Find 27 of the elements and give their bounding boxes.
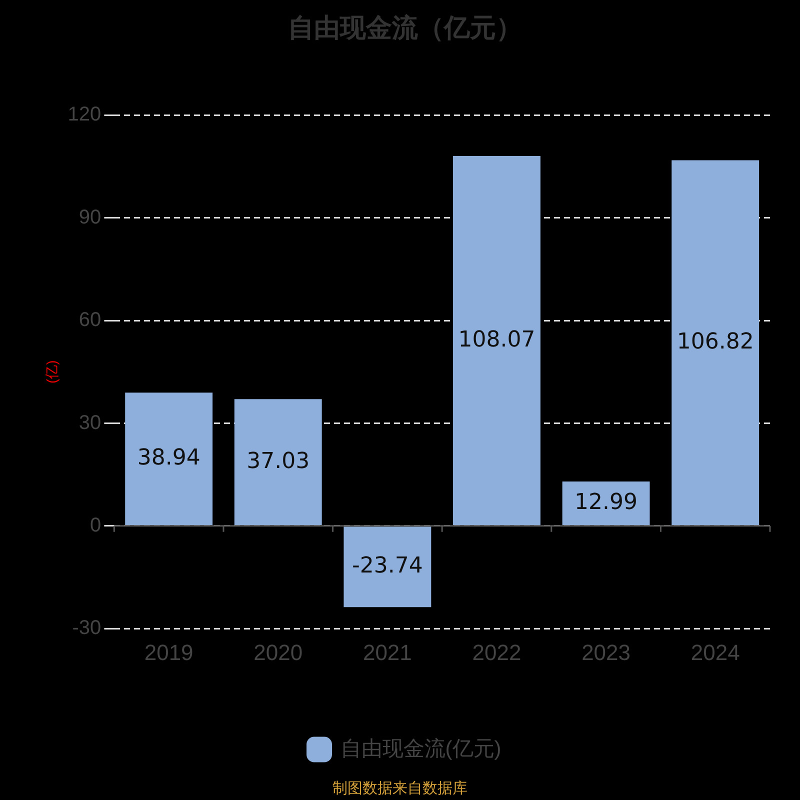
data-label: 108.07 [458, 327, 536, 352]
legend-label: 自由现金流(亿元) [340, 737, 502, 760]
y-tick-label: 0 [90, 514, 102, 536]
y-tick-label: -30 [72, 617, 102, 640]
x-tick-label: 2019 [144, 640, 194, 665]
text: 制图数据来自数据库 [332, 779, 468, 798]
bar [344, 526, 432, 608]
data-label: 106.82 [676, 329, 754, 354]
y-axis-title: (亿) [43, 360, 60, 384]
x-tick-label: 2020 [254, 640, 303, 665]
x-tick-label: 2024 [690, 640, 740, 665]
x-tick-label: 2021 [362, 640, 412, 665]
bar [672, 160, 760, 526]
data-label: -23.74 [352, 554, 423, 579]
data-label: 38.94 [137, 446, 200, 471]
y-tick-label: 30 [78, 412, 102, 434]
x-tick-label: 2023 [582, 640, 631, 665]
y-tick-label: 60 [78, 309, 102, 332]
x-tick-label: 2022 [472, 640, 522, 665]
bar [453, 156, 540, 526]
data-label: 12.99 [574, 490, 638, 516]
data-label: 37.03 [246, 448, 310, 474]
bar [125, 392, 213, 526]
bar [562, 481, 650, 526]
bar [234, 399, 322, 526]
y-tick-label: 90 [78, 206, 102, 228]
y-tick-label: 120 [68, 104, 102, 126]
